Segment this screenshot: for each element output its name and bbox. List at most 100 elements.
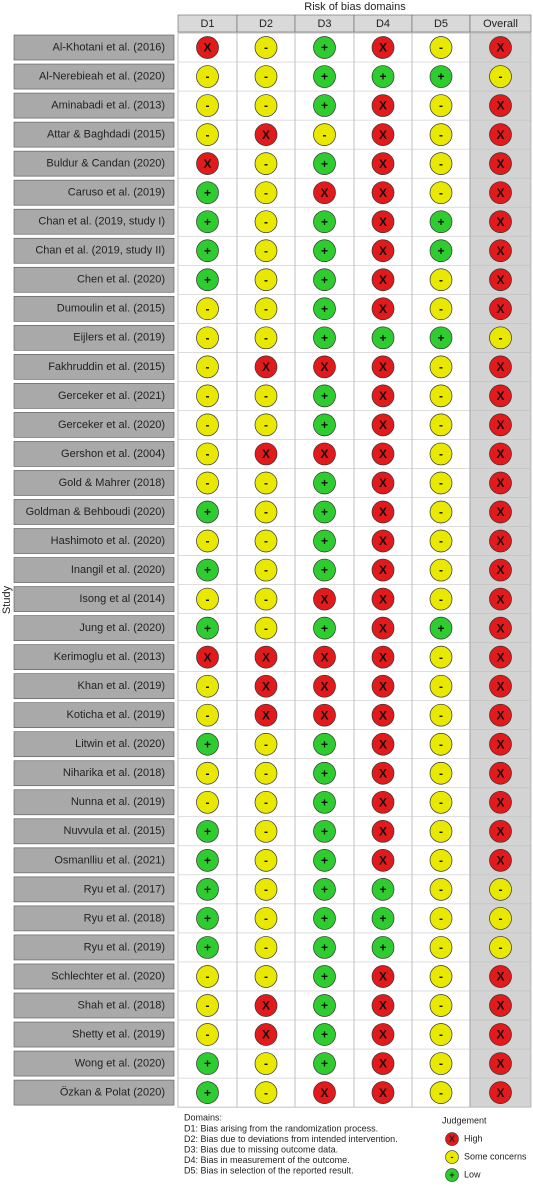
judgment-circle	[196, 645, 219, 669]
judgment-circle	[254, 761, 278, 785]
judgment-circle	[489, 761, 512, 785]
judgment-symbol: -	[206, 970, 210, 984]
judgment-circle	[254, 384, 278, 408]
judgment-circle	[489, 210, 512, 234]
judgment-symbol: X	[496, 99, 504, 113]
judgment-symbol: -	[264, 302, 268, 316]
study-label: Nuvvula et al. (2015)	[64, 825, 166, 837]
study-box	[13, 412, 175, 438]
judgment-circle	[489, 181, 512, 205]
judgment-circle	[196, 65, 219, 88]
judgment-circle	[371, 65, 395, 88]
judgment-symbol: +	[437, 215, 444, 229]
judgment-symbol: X	[496, 854, 504, 868]
judgment-circle	[313, 878, 336, 901]
domain-line: D1: Bias arising from the randomization …	[184, 1123, 378, 1133]
study-label: Nunna et al. (2019)	[71, 796, 165, 808]
judgment-symbol: X	[379, 824, 387, 838]
judgment-circle	[371, 471, 395, 495]
study-box	[13, 237, 175, 264]
judgment-symbol: -	[264, 563, 268, 577]
judgment-symbol: +	[321, 157, 328, 171]
judgment-symbol: X	[496, 302, 504, 316]
judgment-symbol: -	[323, 128, 327, 142]
legend-circle	[445, 1132, 459, 1146]
judgment-circle	[429, 965, 453, 988]
judgment-circle	[254, 36, 278, 59]
judgment-circle	[196, 674, 219, 698]
study-box	[13, 121, 175, 148]
study-box	[13, 1050, 175, 1077]
judgment-circle	[196, 384, 219, 408]
study-box	[13, 992, 175, 1019]
study-label: Shah et al. (2018)	[78, 999, 165, 1011]
judgment-symbol: X	[320, 186, 328, 200]
judgment-symbol: -	[206, 447, 210, 461]
study-box	[13, 789, 175, 816]
judgment-symbol: X	[379, 186, 387, 200]
judgment-circle	[313, 529, 336, 553]
study-label: Gerceker et al. (2021)	[58, 390, 165, 402]
judgment-symbol: X	[379, 766, 387, 780]
judgment-symbol: X	[379, 447, 387, 461]
judgment-circle	[254, 587, 278, 611]
judgment-symbol: X	[496, 592, 504, 606]
judgment-symbol: +	[321, 418, 328, 432]
judgment-circle	[196, 471, 219, 495]
judgment-symbol: +	[437, 621, 444, 635]
judgment-symbol: +	[321, 621, 328, 635]
judgment-circle	[429, 65, 453, 88]
judgment-circle	[196, 558, 219, 582]
judgment-circle	[254, 413, 278, 437]
judgment-circle	[313, 849, 336, 872]
judgment-circle	[254, 297, 278, 321]
judgment-symbol: X	[262, 708, 270, 722]
judgment-symbol: +	[321, 70, 328, 84]
judgment-symbol: -	[264, 331, 268, 345]
judgment-circle	[196, 819, 219, 843]
judgment-circle	[196, 761, 219, 785]
study-box	[13, 760, 175, 787]
judgment-circle	[313, 326, 336, 350]
judgment-circle	[313, 355, 336, 379]
judgment-symbol: X	[496, 505, 504, 519]
judgment-circle	[254, 239, 278, 263]
judgment-circle	[429, 907, 453, 930]
judgment-symbol: +	[321, 99, 328, 113]
judgment-symbol: +	[379, 883, 386, 897]
judgment-circle	[489, 471, 512, 495]
judgment-symbol: -	[439, 418, 443, 432]
judgment-circle	[489, 1081, 512, 1104]
judgment-circle	[371, 849, 395, 872]
judgment-symbol: -	[264, 912, 268, 926]
judgment-circle	[489, 587, 512, 611]
study-box	[13, 905, 175, 932]
title: Risk of bias domains	[304, 1, 406, 13]
judgment-symbol: -	[206, 389, 210, 403]
judgment-symbol: X	[379, 1057, 387, 1071]
judgment-symbol: -	[206, 708, 210, 722]
judgment-circle	[196, 181, 219, 205]
judgment-symbol: +	[204, 1086, 211, 1100]
judgment-circle	[254, 965, 278, 988]
domain-line: D2: Bias due to deviations from intended…	[184, 1134, 398, 1144]
judgment-circle	[196, 210, 219, 234]
judgment-symbol: X	[203, 41, 211, 55]
judgment-circle	[371, 239, 395, 263]
judgment-circle	[313, 965, 336, 988]
judgment-symbol: +	[321, 970, 328, 984]
judgment-circle	[489, 965, 512, 988]
study-box	[13, 383, 175, 409]
judgment-circle	[371, 761, 395, 785]
judgment-circle	[254, 674, 278, 698]
judgment-circle	[429, 994, 453, 1017]
judgment-symbol: +	[204, 621, 211, 635]
judgment-symbol: X	[496, 708, 504, 722]
judgment-symbol: -	[264, 244, 268, 258]
judgment-circle	[489, 268, 512, 292]
judgment-symbol: -	[206, 999, 210, 1013]
study-box	[13, 1021, 175, 1048]
judgment-circle	[489, 413, 512, 437]
column-header	[469, 14, 532, 33]
